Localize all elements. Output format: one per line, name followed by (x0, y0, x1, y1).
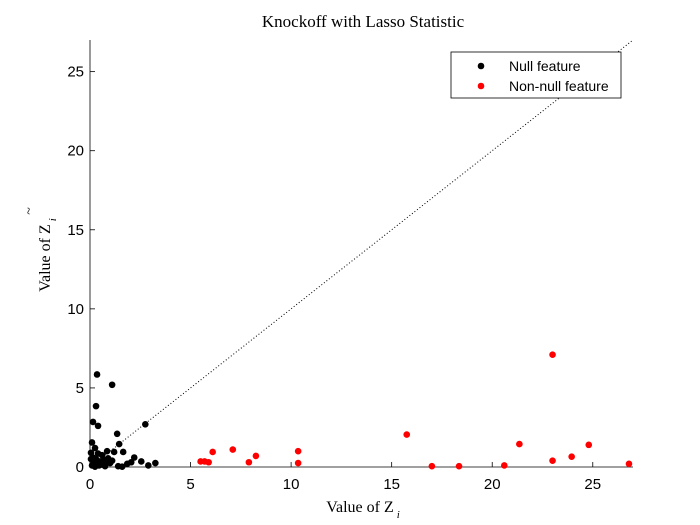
y-axis-label-tilde: ~ (22, 207, 37, 215)
null-feature-point (137, 458, 145, 465)
null-feature-point (118, 463, 126, 470)
non-null-feature-point (245, 458, 253, 466)
non-null-feature-point (549, 351, 556, 359)
null-feature-point (123, 460, 131, 468)
null-feature-point (103, 447, 111, 455)
null-feature-point (94, 422, 102, 430)
null-feature-point (92, 402, 100, 410)
null-feature-point (115, 440, 123, 448)
legend-label-null: Null feature (509, 58, 581, 74)
non-null-feature-point (625, 460, 633, 468)
chart-title: Knockoff with Lasso Statistic (262, 12, 465, 31)
null-feature-point (119, 448, 127, 456)
non-null-feature-point (500, 462, 508, 469)
non-null-feature-point (516, 440, 523, 448)
null-feature-point (93, 371, 101, 378)
y-axis-label-text: Value of Z (37, 224, 54, 292)
legend-label-non-null: Non-null feature (509, 78, 609, 94)
legend-box (450, 51, 622, 99)
y-tick-label: 20 (67, 143, 84, 160)
null-feature-point (113, 430, 121, 438)
non-null-feature-point (549, 457, 556, 464)
non-null-feature-point (428, 462, 436, 470)
null-feature-point (89, 418, 97, 426)
y-tick-label: 10 (67, 301, 84, 318)
x-tick-label: 15 (383, 476, 400, 493)
x-tick-label: 5 (186, 476, 194, 493)
null-feature-point (142, 421, 149, 428)
null-feature-point (145, 462, 152, 469)
legend: Null feature Non-null feature (450, 51, 622, 99)
y-axis-label-subscript: i (47, 218, 59, 221)
y-axis-label: Value of Z i (37, 218, 59, 292)
x-axis-label-subscript: i (397, 509, 400, 521)
legend-marker-null (477, 62, 485, 70)
non-null-feature-point (294, 447, 302, 455)
y-axis-label-group: Value of Z i ~ (22, 207, 59, 292)
x-axis-label-text: Value of Z (326, 499, 394, 516)
x-tick-label: 10 (283, 476, 300, 493)
non-null-feature-point (403, 431, 411, 438)
non-null-feature-point (252, 452, 260, 460)
null-feature-point (130, 454, 138, 461)
y-tick-label: 15 (67, 222, 84, 239)
non-null-feature-point (585, 441, 593, 449)
null-feature-point (152, 459, 159, 467)
non-null-feature-point (294, 459, 302, 467)
x-tick-label: 20 (484, 476, 501, 493)
null-feature-point (101, 462, 109, 470)
non-null-feature-point (205, 458, 212, 466)
y-tick-label: 25 (67, 64, 84, 81)
y-tick-label: 5 (76, 380, 84, 397)
non-null-feature-point (568, 453, 575, 461)
null-feature-point (91, 463, 99, 470)
x-tick-label: 0 (86, 476, 94, 493)
null-feature-point (91, 444, 99, 452)
non-null-feature-point (209, 448, 216, 456)
x-tick-label: 25 (584, 476, 601, 493)
null-feature-point (110, 448, 118, 456)
non-null-feature-point (229, 446, 237, 453)
legend-marker-non-null (477, 82, 485, 90)
y-tick-label: 0 (76, 459, 84, 476)
plot-area: 0 5 10 15 20 25 0 5 10 15 20 25 (67, 39, 634, 493)
non-null-feature-point (455, 462, 463, 470)
null-feature-point (106, 459, 114, 467)
null-feature-point (88, 439, 96, 446)
null-feature-point (108, 381, 116, 389)
